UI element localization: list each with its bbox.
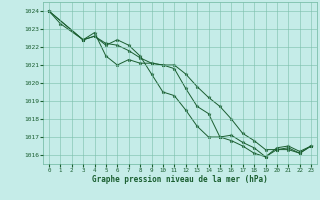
X-axis label: Graphe pression niveau de la mer (hPa): Graphe pression niveau de la mer (hPa) xyxy=(92,175,268,184)
